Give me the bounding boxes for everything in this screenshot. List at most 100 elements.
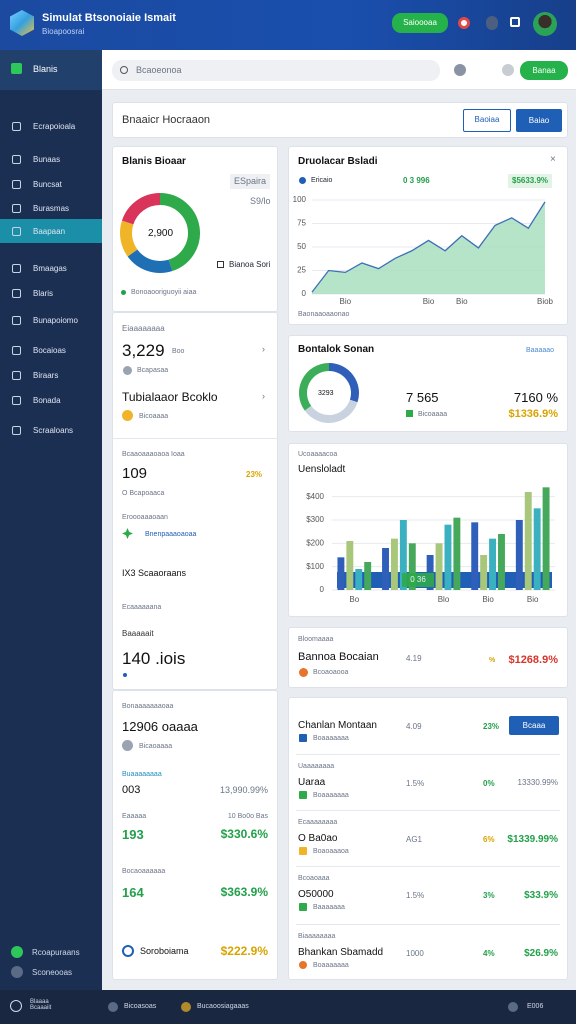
search-input[interactable]: Bcaoeonoa xyxy=(112,60,440,81)
sidebar-item[interactable]: Buncsat xyxy=(33,180,62,189)
bar-chart: 0 $100 $200 $300 $400 Bo Blo Bio Bio xyxy=(306,487,555,604)
legend-swatch xyxy=(299,903,307,911)
bar xyxy=(399,520,407,590)
row-value: 1.5% xyxy=(406,779,425,788)
row-amount: $33.9% xyxy=(524,890,558,901)
x-tick-label: Bo xyxy=(349,595,359,604)
dot xyxy=(121,290,126,295)
bar xyxy=(382,548,389,590)
icon xyxy=(12,180,21,189)
row-label: Bcoaoaaa xyxy=(298,875,330,882)
sidebar-item[interactable]: Bocaioas xyxy=(33,346,66,355)
header-button[interactable]: Saioooaa xyxy=(392,13,448,33)
separator xyxy=(296,754,560,755)
sidebar-item[interactable]: Bunaas xyxy=(33,155,61,164)
stats-panel xyxy=(112,312,278,690)
info-pct: % xyxy=(489,657,496,664)
icon xyxy=(11,966,23,978)
summary-card xyxy=(112,690,278,980)
stat-unit: Boo xyxy=(172,348,185,355)
row-label: Uaaaaaaaa xyxy=(298,763,335,770)
card-label: Bloomaaaa xyxy=(298,636,334,643)
toolbar-button[interactable]: Banaa xyxy=(520,61,568,80)
legend-swatch xyxy=(299,961,307,969)
row-button[interactable]: Bcaaa xyxy=(509,716,559,735)
row-value: 4.09 xyxy=(406,722,422,731)
x-tick-label: Bio xyxy=(340,297,352,306)
x-tick-label: Bio xyxy=(527,595,539,604)
y-tick-label: $400 xyxy=(306,492,324,501)
line xyxy=(311,201,546,293)
x-tick-label: Bio xyxy=(423,297,435,306)
icon xyxy=(122,945,134,957)
row-pct: 3% xyxy=(483,891,495,900)
sidebar-item: Rcoapuraans xyxy=(32,948,80,957)
icon xyxy=(458,17,470,29)
row-name: O Ba0ao xyxy=(298,833,338,844)
donut-chart xyxy=(299,363,359,423)
outline-button[interactable]: Baoiaa xyxy=(463,109,511,132)
band-label: 0 36 xyxy=(402,573,434,587)
sidebar-item[interactable]: Bonada xyxy=(33,396,61,405)
card-title: Bontalok Sonan xyxy=(298,344,375,355)
sidebar-item[interactable]: Burasmas xyxy=(33,204,70,213)
sidebar-item[interactable]: Biraars xyxy=(33,371,59,380)
sidebar-item[interactable]: Ecrapoioala xyxy=(33,122,76,131)
row-sub: Boaaaaaaa xyxy=(313,735,349,742)
icon xyxy=(12,122,21,131)
sidebar-item[interactable]: Blaris xyxy=(33,289,54,298)
icon xyxy=(508,1002,518,1012)
donut-sub: Bicoaaaa xyxy=(418,411,448,418)
donut-amount: $1336.9% xyxy=(508,408,558,420)
row-pct: 0% xyxy=(483,779,495,788)
sidebar-item[interactable]: Bmaagas xyxy=(33,264,67,273)
y-tick-label: 0 xyxy=(320,585,325,594)
donut-value: 7160 % xyxy=(513,390,558,405)
y-tick-label: $300 xyxy=(306,515,324,524)
active-item xyxy=(0,219,102,243)
row-sub: Boaoaaaoa xyxy=(313,848,349,855)
dot xyxy=(123,673,127,677)
icon xyxy=(122,740,133,751)
y-tick-label: $100 xyxy=(306,562,324,571)
sidebar-item[interactable]: Baapaan xyxy=(33,227,66,236)
icon xyxy=(12,289,21,298)
stat-label: Eroooaaaoaan xyxy=(122,514,168,521)
card-label: Ucoaaaacoa xyxy=(298,451,338,458)
icon xyxy=(12,371,21,380)
y-tick-label: $200 xyxy=(306,538,324,547)
bar xyxy=(390,538,398,590)
y-tick-label: 75 xyxy=(297,219,306,228)
bar xyxy=(471,522,479,590)
row-sub: Baaaaaaa xyxy=(313,904,345,911)
bar xyxy=(533,508,541,590)
separator xyxy=(296,866,560,867)
summary-value: 12906 oaaaa xyxy=(122,719,198,734)
bar xyxy=(426,555,434,590)
icon xyxy=(123,366,132,375)
sidebar-top-label: Blanis xyxy=(33,64,58,74)
sidebar-item[interactable]: Scraaloans xyxy=(33,426,74,435)
primary-button[interactable]: Baiao xyxy=(516,109,562,132)
stat-sub: Bicoaaaa xyxy=(139,413,169,420)
bar xyxy=(444,524,452,590)
bar xyxy=(480,555,488,590)
bar xyxy=(498,534,505,590)
stat-sub: Bnenpaaaoaoaa xyxy=(145,531,197,538)
icon xyxy=(299,668,308,677)
donut-segment xyxy=(121,193,161,225)
card-link[interactable]: Baaaaao xyxy=(526,347,555,354)
row-value: 164 xyxy=(122,885,144,900)
card-footer: Baonaaoaaonao xyxy=(298,311,350,318)
row-label: Buaaaaaaaa xyxy=(122,771,162,778)
stat-sub: Bcapasaa xyxy=(137,367,169,374)
donut-value: 7 565 xyxy=(406,390,439,405)
sidebar-item[interactable]: Bunapoiomo xyxy=(33,316,78,325)
footer-bar xyxy=(0,990,576,1024)
row-amount: 13,990.99% xyxy=(219,785,268,795)
row-label: Biaaaaaaaa xyxy=(298,933,336,940)
note: S9/lo xyxy=(250,196,271,206)
row-value: 003 xyxy=(122,784,141,796)
legend-swatch xyxy=(217,261,224,268)
row-value: 193 xyxy=(122,827,144,842)
